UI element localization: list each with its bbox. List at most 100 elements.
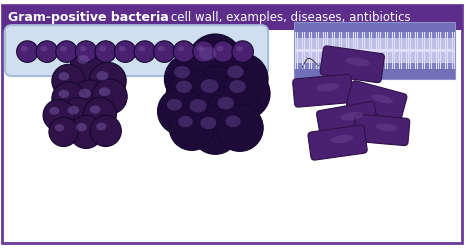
Bar (324, 63, 325, 71)
FancyBboxPatch shape (293, 74, 353, 107)
Bar (301, 52, 302, 63)
Bar (376, 63, 378, 71)
Bar (337, 63, 339, 71)
Ellipse shape (21, 46, 28, 51)
Bar (397, 30, 399, 38)
Bar (444, 30, 445, 38)
Bar (326, 30, 328, 38)
Bar (446, 38, 447, 50)
Bar (335, 63, 337, 71)
Bar (393, 38, 394, 50)
Ellipse shape (96, 71, 109, 80)
Bar (356, 52, 357, 63)
Bar (307, 30, 309, 38)
Bar (413, 30, 415, 38)
Bar (337, 52, 339, 63)
Bar (434, 63, 436, 71)
Bar (356, 63, 357, 71)
Ellipse shape (17, 41, 38, 62)
Bar (437, 63, 438, 71)
Ellipse shape (157, 88, 204, 135)
Bar (310, 30, 311, 38)
Bar (335, 30, 337, 38)
Bar (333, 52, 334, 63)
Ellipse shape (138, 46, 146, 51)
Ellipse shape (232, 41, 254, 62)
Bar (351, 30, 353, 38)
Bar (441, 63, 443, 71)
Bar (395, 52, 397, 63)
Ellipse shape (226, 116, 241, 127)
Ellipse shape (212, 41, 234, 62)
Bar (381, 63, 383, 71)
Ellipse shape (89, 62, 126, 99)
Bar (301, 30, 302, 38)
FancyBboxPatch shape (320, 46, 384, 83)
Bar (344, 63, 346, 71)
Bar (310, 63, 311, 71)
Ellipse shape (76, 123, 87, 131)
Bar (342, 52, 344, 63)
Bar (388, 38, 390, 50)
Bar (441, 52, 443, 63)
Ellipse shape (56, 41, 77, 62)
Ellipse shape (49, 107, 59, 115)
Bar (407, 63, 408, 71)
Ellipse shape (164, 55, 213, 103)
Bar (314, 63, 316, 71)
Bar (418, 52, 419, 63)
Bar (312, 52, 314, 63)
Bar (330, 38, 332, 50)
FancyBboxPatch shape (308, 125, 367, 160)
Bar (349, 30, 350, 38)
Bar (370, 30, 371, 38)
Bar (428, 52, 429, 63)
Ellipse shape (166, 69, 215, 118)
Ellipse shape (216, 104, 263, 151)
Bar (330, 30, 332, 38)
Bar (296, 30, 298, 38)
Ellipse shape (71, 47, 106, 82)
Bar (379, 30, 381, 38)
Bar (379, 52, 381, 63)
Bar (439, 52, 440, 63)
Ellipse shape (154, 41, 175, 62)
Bar (448, 52, 450, 63)
Bar (429, 30, 431, 38)
Bar (346, 52, 348, 63)
Bar (2, 5, 462, 30)
Bar (420, 63, 422, 71)
Bar (293, 38, 295, 50)
Bar (416, 52, 418, 63)
Bar (432, 30, 434, 38)
Bar (363, 30, 365, 38)
Bar (383, 63, 385, 71)
Bar (379, 63, 381, 71)
Ellipse shape (158, 46, 165, 51)
Ellipse shape (197, 46, 204, 51)
Bar (411, 52, 413, 63)
Bar (328, 38, 330, 50)
Bar (397, 52, 399, 63)
Ellipse shape (219, 68, 270, 119)
Bar (360, 38, 362, 50)
Bar (310, 38, 311, 50)
Bar (400, 52, 401, 63)
Ellipse shape (227, 65, 244, 78)
Bar (381, 52, 383, 63)
Bar (342, 30, 344, 38)
Bar (293, 52, 295, 63)
Ellipse shape (92, 79, 127, 114)
Bar (402, 38, 403, 50)
Bar (293, 30, 295, 38)
Bar (317, 52, 318, 63)
Bar (314, 30, 316, 38)
Bar (321, 30, 323, 38)
FancyBboxPatch shape (5, 25, 268, 76)
Bar (432, 63, 434, 71)
Bar (298, 52, 300, 63)
Bar (429, 52, 431, 63)
Bar (437, 52, 438, 63)
Bar (439, 63, 440, 71)
Bar (305, 52, 307, 63)
